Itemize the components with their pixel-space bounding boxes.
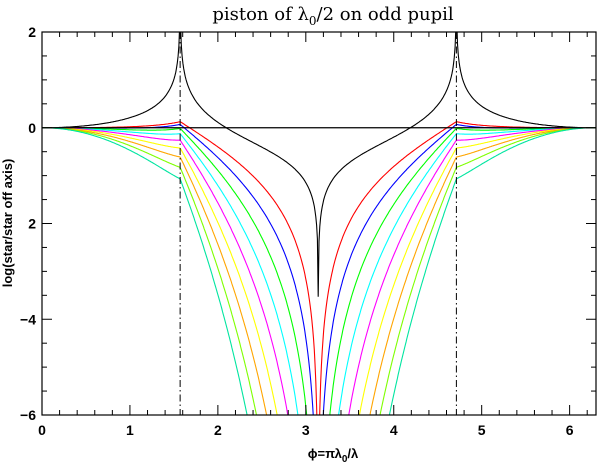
x-tick-label: 3	[302, 422, 310, 438]
y-tick-label: 2	[28, 216, 36, 232]
chart-title: piston of λ0/2 on odd pupil	[212, 4, 454, 28]
plot-frame	[41, 31, 597, 416]
x-tick-label: 4	[390, 422, 398, 438]
y-tick-label: −6	[20, 407, 36, 423]
x-tick-label: 5	[478, 422, 486, 438]
y-tick-label: 0	[28, 120, 36, 136]
series-line-10	[42, 127, 596, 415]
series-line-1	[42, 32, 596, 297]
y-axis-label: log(star/star off axis)	[0, 159, 15, 288]
series-group	[42, 32, 596, 415]
series-line-7	[42, 127, 596, 415]
series-line-5	[42, 127, 596, 415]
x-tick-label: 1	[126, 422, 134, 438]
y-tick-label: 2	[28, 24, 36, 40]
series-line-9	[42, 127, 596, 415]
series-line-6	[42, 127, 596, 415]
x-tick-label: 6	[566, 422, 574, 438]
series-line-8	[42, 127, 596, 415]
markers-group	[42, 32, 596, 415]
ticks-group: 0 1 2 3 4 5 6 2 0 2 −4 −6	[20, 24, 596, 438]
x-axis-label: ϕ=πλ0/λ	[308, 446, 359, 465]
x-tick-label: 2	[214, 422, 222, 438]
series-line-2	[42, 121, 596, 415]
y-tick-label: −4	[20, 311, 36, 327]
series-line-3	[42, 123, 596, 415]
series-line-4	[42, 127, 596, 415]
x-tick-label: 0	[38, 422, 46, 438]
